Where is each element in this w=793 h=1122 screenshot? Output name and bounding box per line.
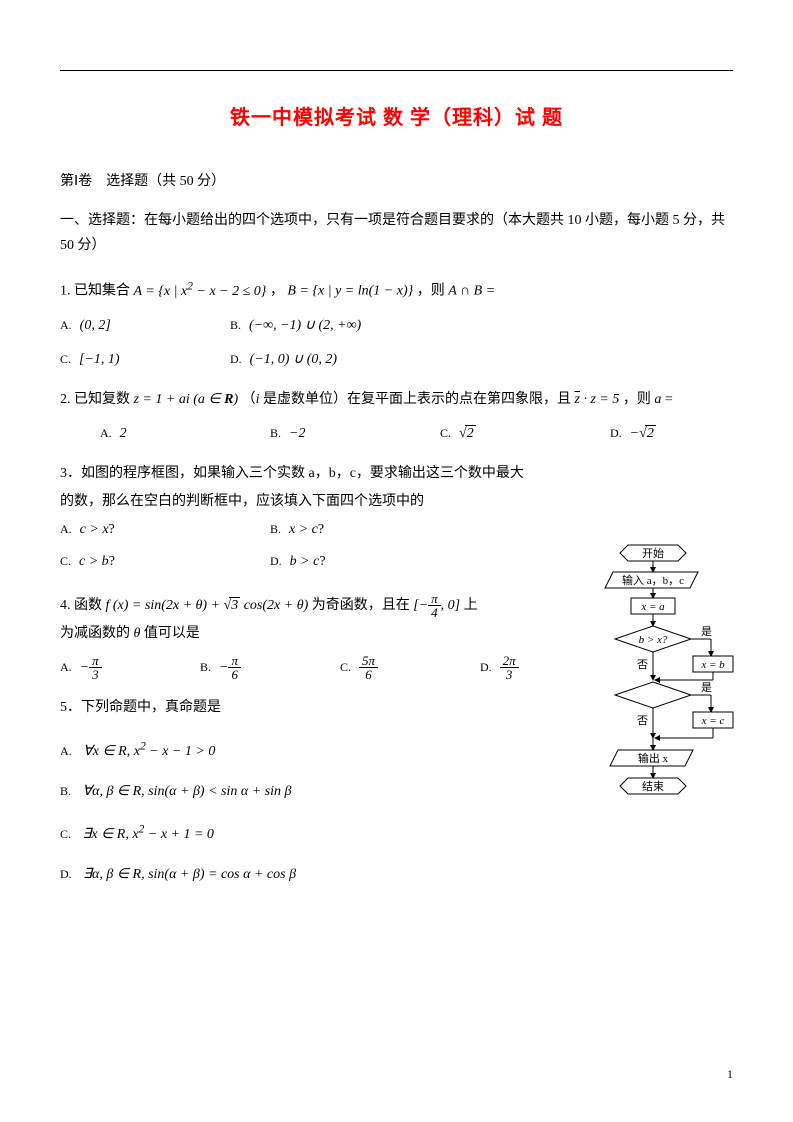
q3-opt-D: D. b > c ?: [270, 548, 450, 576]
q4-opts: A. −π3 B. −π6 C. 5π6 D. 2π3: [60, 654, 530, 682]
q4-b: 为奇函数，且在: [312, 598, 414, 613]
q1-opt-D: D. (−1, 0) ∪ (0, 2): [230, 346, 370, 374]
fc-dec1: b > x?: [639, 634, 668, 646]
q1-mid: ，: [270, 284, 284, 299]
exam-page: 铁一中模拟考试 数 学（理科）试 题 第Ⅰ卷 选择题（共 50 分） 一、选择题…: [0, 0, 793, 941]
fc-yes2: 是: [701, 681, 712, 694]
q1-opt-A: A. (0, 2]: [60, 312, 200, 340]
q4-opt-D: D. 2π3: [480, 654, 590, 682]
q1-suffix: ，则 A ∩ B =: [417, 284, 495, 299]
question-4: 4. 函数 f (x) = sin(2x + θ) + √3 cos(2x + …: [60, 592, 530, 682]
q1-A-val: (0, 2]: [80, 312, 111, 340]
question-3: 3．如图的程序框图，如果输入三个实数 a，b，c，要求输出这三个数中最大的数，那…: [60, 460, 530, 580]
q4-interval: [−π4, 0]: [413, 598, 460, 613]
q2-expr3: z · z = 5: [575, 392, 620, 407]
fc-output: 输出 x: [638, 751, 669, 765]
q1-opt-C: C. [−1, 1): [60, 346, 200, 374]
fc-no2: 否: [637, 715, 648, 727]
q2-opt-C: C. √2: [440, 420, 580, 448]
q2-c: （i 是虚数单位）在复平面上表示的点在第四象限，且: [242, 392, 575, 407]
q4-opt-A: A. −π3: [60, 654, 170, 682]
q3-opt-C: C. c > b ?: [60, 548, 240, 576]
q5-text: 5．下列命题中，真命题是: [60, 700, 221, 715]
q2-opt-D: D. −√2: [610, 420, 750, 448]
q1-setB: B = {x | y = ln(1 − x)}: [287, 284, 413, 299]
q2-expr2: (a ∈ R): [193, 392, 238, 407]
q2-opt-A: A. 2: [100, 420, 240, 448]
q1-opts-row2: C. [−1, 1) D. (−1, 0) ∪ (0, 2): [60, 346, 733, 374]
q3-opts: A. c > x ? B. x > c ? C. c > b ? D. b > …: [60, 516, 530, 580]
q3-opt-A: A. c > x ?: [60, 516, 240, 544]
q5-opt-D: D. ∃α, β ∈ R, sin(α + β) = cos α + cos β: [60, 861, 733, 889]
exam-title: 铁一中模拟考试 数 学（理科）试 题: [60, 101, 733, 130]
q3-text: 3．如图的程序框图，如果输入三个实数 a，b，c，要求输出这三个数中最大的数，那…: [60, 466, 524, 509]
q2-opt-B: B. −2: [270, 420, 410, 448]
q1-prefix: 1. 已知集合: [60, 284, 134, 299]
fc-input: 输入 a，b，c: [622, 573, 684, 587]
q3-opt-B: B. x > c ?: [270, 516, 450, 544]
q1-opt-B: B. (−∞, −1) ∪ (2, +∞): [230, 312, 370, 340]
fc-assign1: x = a: [640, 601, 665, 613]
q2-d: ，则 a =: [623, 392, 673, 407]
top-rule: [60, 70, 733, 71]
q1-D-val: (−1, 0) ∪ (0, 2): [250, 346, 337, 374]
page-number: 1: [727, 1067, 733, 1082]
q2-opts: A. 2 B. −2 C. √2 D. −√2: [60, 420, 733, 448]
question-2: 2. 已知复数 z = 1 + ai (a ∈ R) （i 是虚数单位）在复平面…: [60, 386, 733, 448]
q4-a: 4. 函数: [60, 598, 106, 613]
fc-yes1: 是: [701, 625, 712, 638]
instructions: 一、选择题：在每小题给出的四个选项中，只有一项是符合题目要求的（本大题共 10 …: [60, 208, 733, 258]
fc-end: 结束: [642, 780, 664, 793]
fc-start: 开始: [642, 546, 664, 560]
q4-d: 为减函数的 θ 值可以是: [60, 620, 530, 648]
q1-setA: A = {x | x2 − x − 2 ≤ 0}: [134, 284, 267, 299]
q1-C-val: [−1, 1): [79, 346, 120, 374]
fc-assign2: x = b: [700, 659, 725, 671]
q2-a: 2. 已知复数: [60, 392, 134, 407]
q1-B-val: (−∞, −1) ∪ (2, +∞): [249, 312, 361, 340]
q1-opts-row1: A. (0, 2] B. (−∞, −1) ∪ (2, +∞): [60, 312, 733, 340]
q4-fx: f (x) = sin(2x + θ) + √3 cos(2x + θ): [106, 598, 309, 613]
q4-opt-C: C. 5π6: [340, 654, 450, 682]
q4-c: 上: [464, 598, 478, 613]
fc-assign3: x = c: [701, 715, 725, 727]
fc-no1: 否: [637, 659, 648, 671]
question-1: 1. 已知集合 A = {x | x2 − x − 2 ≤ 0} ， B = {…: [60, 274, 733, 374]
flowchart: 开始 输入 a，b，c x = a b > x? 是 x = b 否 是 x =…: [593, 540, 753, 830]
section-header: 第Ⅰ卷 选择题（共 50 分）: [60, 170, 733, 190]
q4-opt-B: B. −π6: [200, 654, 310, 682]
q2-expr1: z = 1 + ai: [134, 392, 190, 407]
